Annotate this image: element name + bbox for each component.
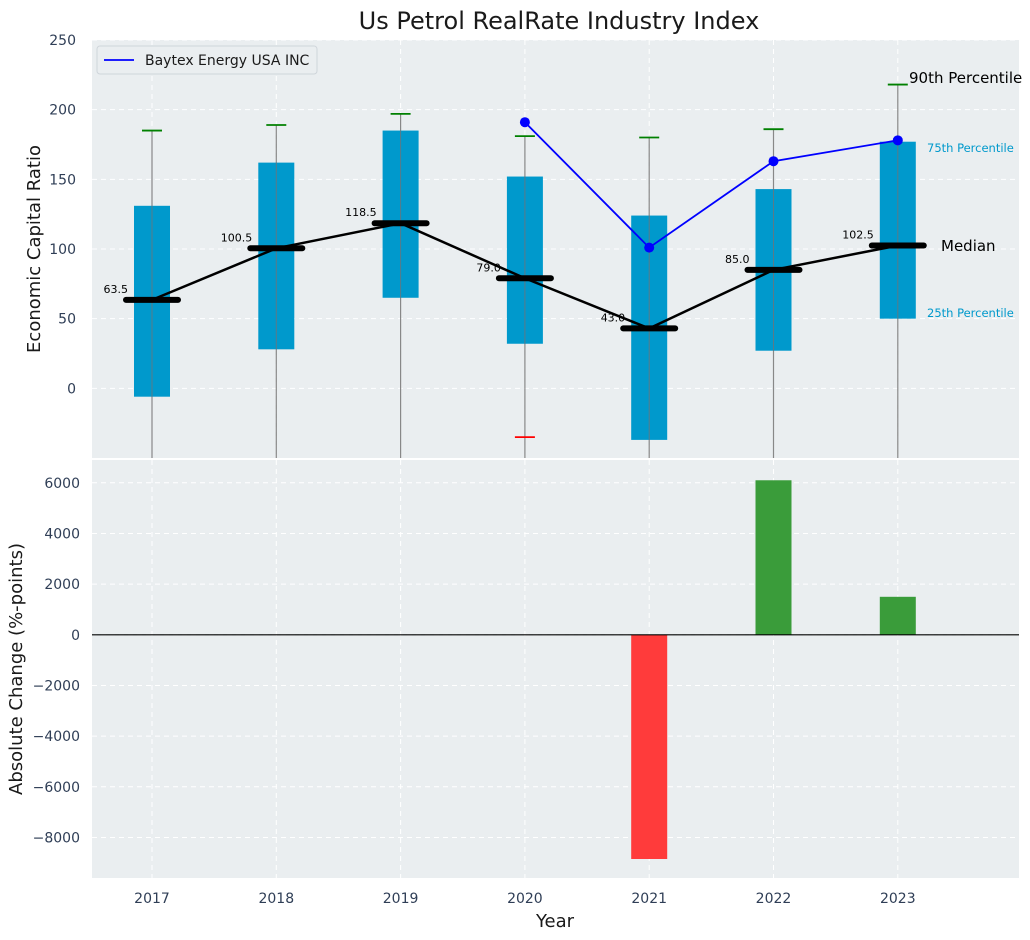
company-series-point — [892, 135, 903, 146]
annotation-75th: 75th Percentile — [927, 141, 1014, 155]
x-tick-label: 2019 — [383, 891, 419, 907]
median-value-label: 102.5 — [842, 229, 874, 242]
top-y-tick-label: 200 — [49, 103, 76, 119]
annotation-25th: 25th Percentile — [927, 306, 1014, 320]
change-bar — [631, 634, 668, 859]
bottom-y-tick-label: 6000 — [44, 476, 80, 492]
bottom-plot-background — [92, 460, 1019, 878]
median-value-label: 63.5 — [104, 283, 129, 296]
bottom-y-ticks: −8000 −6000 −4000 −2000 0 2000 4000 6000 — [33, 476, 80, 847]
x-tick-label: 2020 — [507, 891, 543, 907]
bottom-y-tick-label: −8000 — [33, 830, 80, 846]
median-value-label: 79.0 — [476, 261, 501, 274]
x-tick-label: 2021 — [631, 891, 667, 907]
bottom-y-tick-label: −2000 — [33, 678, 80, 694]
bottom-y-tick-label: 2000 — [44, 577, 80, 593]
median-value-label: 43.0 — [601, 311, 626, 324]
box-plot-marks: 63.5 100.5 118.5 79.0 43.0 85.0 102.5 — [104, 83, 927, 458]
company-series-line — [524, 121, 898, 249]
top-y-tick-label: 150 — [49, 172, 76, 188]
top-y-tick-label: 0 — [67, 381, 76, 397]
x-tick-label: 2022 — [756, 891, 792, 907]
box-plot-panel: 0 50 100 150 200 250 63.5 100.5 118.5 79.0 43.0 85… — [24, 33, 1022, 458]
bar-marks — [631, 480, 916, 859]
top-y-tick-label: 100 — [49, 242, 76, 258]
median-value-label: 85.0 — [725, 253, 750, 266]
top-y-tick-label: 250 — [49, 33, 76, 49]
annotation-median: Median — [941, 237, 996, 255]
company-series-point — [768, 156, 779, 167]
bottom-y-tick-label: 0 — [71, 628, 80, 644]
change-bar — [879, 596, 916, 635]
bottom-y-axis-label: Absolute Change (%-points) — [6, 543, 27, 795]
top-y-tick-label: 50 — [58, 312, 76, 328]
x-tick-label: 2017 — [134, 891, 170, 907]
company-series-point — [644, 242, 655, 253]
change-bar — [755, 480, 792, 635]
company-series-point — [519, 117, 530, 128]
legend-label: Baytex Energy USA INC — [145, 53, 310, 69]
top-y-axis-label: Economic Capital Ratio — [24, 145, 45, 353]
x-axis-label: Year — [535, 911, 575, 932]
median-value-label: 118.5 — [345, 206, 377, 219]
x-tick-label: 2018 — [258, 891, 294, 907]
chart-title: Us Petrol RealRate Industry Index — [359, 7, 760, 35]
bottom-y-tick-label: −4000 — [33, 729, 80, 745]
x-tick-label: 2023 — [880, 891, 916, 907]
bottom-y-tick-label: −6000 — [33, 780, 80, 796]
legend-box — [96, 45, 318, 75]
legend: Baytex Energy USA INC — [96, 45, 318, 75]
bottom-y-tick-label: 4000 — [44, 526, 80, 542]
top-y-ticks: 0 50 100 150 200 250 — [49, 33, 76, 397]
median-value-label: 100.5 — [221, 231, 253, 244]
x-ticks: 2017 2018 2019 2020 2021 2022 2023 — [134, 891, 915, 907]
annotation-90th: 90th Percentile — [909, 69, 1022, 87]
